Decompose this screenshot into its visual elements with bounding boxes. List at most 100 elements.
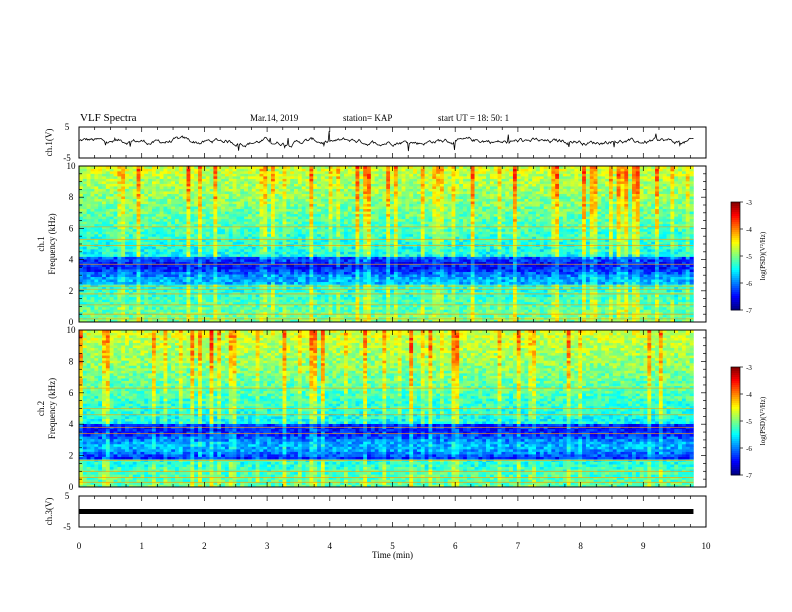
spectrogram-cell bbox=[213, 169, 217, 172]
spectrogram-cell bbox=[152, 249, 156, 252]
spectrogram-cell bbox=[190, 317, 194, 320]
spectrogram-cell bbox=[106, 269, 110, 272]
spectrogram-cell bbox=[144, 277, 148, 280]
spectrogram-cell bbox=[144, 274, 148, 277]
spectrogram-cell bbox=[102, 169, 106, 172]
spectrogram-cell bbox=[121, 204, 125, 207]
spectrogram-cell bbox=[94, 176, 98, 179]
spectrogram-cell bbox=[179, 299, 183, 302]
spectrogram-cell bbox=[106, 216, 110, 219]
spectrogram-cell bbox=[91, 209, 95, 212]
spectrogram-cell bbox=[167, 201, 171, 204]
spectrogram-cell bbox=[79, 214, 83, 217]
spectrogram-cell bbox=[121, 211, 125, 214]
spectrogram-cell bbox=[83, 179, 87, 182]
spectrogram-cell bbox=[213, 241, 217, 244]
spectrogram-cell bbox=[129, 299, 133, 302]
spectrogram-cell bbox=[198, 294, 202, 297]
spectrogram-cell bbox=[163, 279, 167, 282]
spectrogram-cell bbox=[221, 196, 225, 199]
spectrogram-cell bbox=[213, 279, 217, 282]
spectrogram-cell bbox=[144, 317, 148, 320]
spectrogram-cell bbox=[194, 294, 198, 297]
spectrogram-cell bbox=[83, 196, 87, 199]
spectrogram-cell bbox=[179, 184, 183, 187]
spectrogram-cell bbox=[87, 196, 91, 199]
spectrogram-cell bbox=[79, 279, 83, 282]
spectrogram-cell bbox=[94, 206, 98, 209]
spectrogram-cell bbox=[171, 267, 175, 270]
spectrogram-cell bbox=[194, 219, 198, 222]
spectrogram-cell bbox=[187, 272, 191, 275]
spectrogram-cell bbox=[179, 267, 183, 270]
spectrogram-cell bbox=[152, 206, 156, 209]
spectrogram-cell bbox=[156, 309, 160, 312]
spectrogram-cell bbox=[148, 169, 152, 172]
spectrogram-cell bbox=[87, 176, 91, 179]
spectrogram-cell bbox=[137, 254, 141, 257]
spectrogram-cell bbox=[152, 199, 156, 202]
spectrogram-cell bbox=[198, 194, 202, 197]
spectrogram-cell bbox=[98, 282, 102, 285]
spectrogram-cell bbox=[221, 241, 225, 244]
spectrogram-cell bbox=[194, 259, 198, 262]
spectrogram-cell bbox=[137, 289, 141, 292]
spectrogram-cell bbox=[213, 289, 217, 292]
spectrogram-cell bbox=[171, 254, 175, 257]
spectrogram-cell bbox=[91, 169, 95, 172]
spectrogram-cell bbox=[106, 191, 110, 194]
spectrogram-cell bbox=[83, 282, 87, 285]
spectrogram-cell bbox=[210, 279, 214, 282]
spectrogram-cell bbox=[133, 186, 137, 189]
spectrogram-cell bbox=[194, 274, 198, 277]
spectrogram-cell bbox=[163, 169, 167, 172]
spectrogram-cell bbox=[160, 181, 164, 184]
spectrogram-cell bbox=[129, 224, 133, 227]
spectrogram-cell bbox=[202, 234, 206, 237]
spectrogram-cell bbox=[117, 267, 121, 270]
spectrogram-cell bbox=[187, 184, 191, 187]
spectrogram-cell bbox=[198, 252, 202, 255]
spectrogram-cell bbox=[102, 234, 106, 237]
spectrogram-cell bbox=[217, 236, 221, 239]
spectrogram-cell bbox=[190, 257, 194, 260]
spectrogram-cell bbox=[140, 186, 144, 189]
spectrogram-cell bbox=[175, 194, 179, 197]
spectrogram-cell bbox=[129, 236, 133, 239]
spectrogram-cell bbox=[117, 317, 121, 320]
spectrogram-cell bbox=[98, 317, 102, 320]
spectrogram-cell bbox=[190, 216, 194, 219]
spectrogram-cell bbox=[114, 269, 118, 272]
spectrogram-cell bbox=[202, 307, 206, 310]
spectrogram-cell bbox=[217, 299, 221, 302]
spectrogram-cell bbox=[152, 191, 156, 194]
spectrogram-cell bbox=[125, 196, 129, 199]
spectrogram-cell bbox=[79, 247, 83, 250]
spectrogram-cell bbox=[110, 254, 114, 257]
spectrogram-cell bbox=[117, 179, 121, 182]
spectrogram-cell bbox=[171, 234, 175, 237]
spectrogram-cell bbox=[187, 199, 191, 202]
spectrogram-cell bbox=[102, 317, 106, 320]
spectrogram-cell bbox=[102, 199, 106, 202]
spectrogram-cell bbox=[190, 252, 194, 255]
spectrogram-cell bbox=[190, 294, 194, 297]
spectrogram-cell bbox=[137, 196, 141, 199]
spectrogram-cell bbox=[133, 259, 137, 262]
spectrogram-cell bbox=[79, 196, 83, 199]
spectrogram-cell bbox=[129, 234, 133, 237]
spectrogram-cell bbox=[94, 267, 98, 270]
spectrogram-cell bbox=[144, 309, 148, 312]
spectrogram-cell bbox=[133, 277, 137, 280]
spectrogram-cell bbox=[125, 186, 129, 189]
spectrogram-cell bbox=[137, 206, 141, 209]
spectrogram-cell bbox=[102, 254, 106, 257]
spectrogram-cell bbox=[117, 236, 121, 239]
spectrogram-cell bbox=[87, 257, 91, 260]
spectrogram-cell bbox=[160, 211, 164, 214]
spectrogram-cell bbox=[87, 302, 91, 305]
spectrogram-cell bbox=[137, 199, 141, 202]
spectrogram-cell bbox=[202, 194, 206, 197]
spectrogram-cell bbox=[206, 191, 210, 194]
spectrogram-cell bbox=[167, 282, 171, 285]
